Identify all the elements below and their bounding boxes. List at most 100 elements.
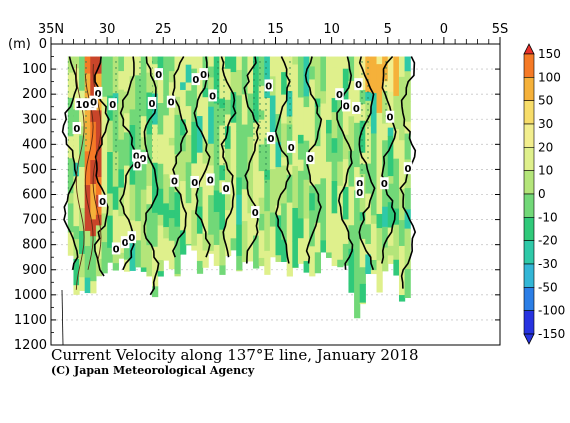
velocity-cell	[376, 228, 383, 262]
velocity-cell	[73, 162, 80, 177]
velocity-cell	[185, 162, 192, 172]
velocity-cell	[79, 135, 86, 168]
velocity-cell	[191, 245, 198, 251]
velocity-cell	[140, 137, 148, 151]
velocity-cell	[196, 152, 204, 188]
velocity-cell	[398, 189, 406, 221]
velocity-cell	[359, 302, 366, 305]
velocity-cell	[269, 95, 277, 136]
velocity-cell	[236, 131, 243, 168]
velocity-cell	[135, 179, 142, 222]
velocity-cell	[376, 64, 383, 79]
velocity-cell	[281, 56, 288, 73]
contour-label: 0	[166, 95, 176, 109]
velocity-cell	[258, 213, 265, 232]
velocity-cell	[398, 245, 406, 283]
velocity-cell	[202, 163, 209, 185]
velocity-cell	[326, 252, 333, 258]
velocity-cell	[354, 292, 361, 319]
contour-label-bg	[98, 194, 107, 207]
velocity-cell	[320, 178, 327, 220]
velocity-cell	[382, 140, 389, 178]
velocity-cell	[129, 56, 136, 77]
stipple-region	[286, 56, 293, 131]
velocity-cell	[376, 78, 383, 114]
velocity-cell	[73, 199, 80, 227]
velocity-cell	[185, 90, 192, 107]
velocity-cell	[326, 207, 333, 245]
velocity-cell	[123, 132, 131, 143]
velocity-cell	[382, 247, 389, 271]
velocity-cell	[320, 56, 327, 92]
velocity-cell	[348, 225, 355, 250]
velocity-cell	[196, 233, 204, 262]
velocity-cell	[236, 69, 243, 96]
velocity-cell	[253, 235, 260, 269]
contour-label: 0	[286, 140, 296, 154]
velocity-cell	[354, 158, 361, 168]
velocity-cell	[241, 258, 249, 263]
velocity-cell	[337, 97, 344, 131]
x-tick-label: 15	[267, 22, 284, 37]
velocity-cell	[84, 246, 91, 279]
velocity-cell	[398, 119, 406, 141]
velocity-cell	[202, 139, 209, 165]
contour-label-text: 0	[95, 89, 102, 100]
velocity-cell	[73, 258, 80, 270]
velocity-cell	[168, 218, 176, 242]
contour-label-text: 0	[133, 152, 140, 163]
velocity-cell	[393, 208, 400, 226]
contour-label: 0	[266, 132, 276, 145]
colorbar-label: -150	[538, 327, 565, 341]
zero-contour	[358, 56, 376, 271]
velocity-cell	[118, 56, 125, 72]
velocity-cell	[73, 109, 80, 133]
x-tick-label: 5S	[492, 22, 509, 37]
velocity-cell	[365, 254, 372, 275]
velocity-cell	[224, 227, 232, 241]
velocity-cell	[196, 206, 204, 235]
stipple-region	[213, 56, 220, 168]
velocity-cell	[269, 169, 277, 183]
velocity-cell	[241, 112, 249, 126]
velocity-cell	[163, 115, 170, 140]
contour-label-text: 0	[168, 98, 175, 109]
x-tick-label: 20	[211, 22, 228, 37]
velocity-cell	[180, 135, 187, 152]
velocity-cell	[404, 133, 411, 161]
velocity-cell	[314, 106, 321, 147]
velocity-cell	[292, 207, 299, 242]
velocity-cell	[224, 99, 232, 116]
contour-label-bg	[206, 173, 215, 186]
stipple-region	[359, 56, 366, 185]
velocity-cell	[275, 85, 282, 115]
velocity-cell	[180, 151, 187, 182]
velocity-cell	[348, 116, 355, 152]
velocity-cell	[354, 190, 361, 234]
y-tick-label: 1200	[14, 338, 47, 353]
velocity-cell	[73, 56, 80, 69]
velocity-cell	[292, 96, 299, 136]
velocity-cell	[342, 186, 350, 220]
contour-label: 0	[127, 231, 137, 244]
contour-label-text: 0	[128, 233, 135, 244]
contour-label-text: 0	[353, 104, 360, 115]
velocity-cell	[247, 213, 254, 244]
contour-label-text: 0	[113, 244, 120, 255]
contour-label: 0	[89, 95, 98, 109]
contour-label-bg	[251, 206, 260, 219]
velocity-cell	[281, 123, 288, 158]
velocity-cell	[79, 253, 86, 278]
velocity-cell	[269, 142, 277, 170]
velocity-cell	[95, 110, 103, 124]
velocity-cell	[297, 184, 305, 219]
velocity-cell	[314, 252, 321, 274]
velocity-cell	[376, 213, 383, 229]
velocity-cell	[348, 150, 355, 188]
velocity-cell	[370, 93, 378, 135]
velocity-cell	[303, 179, 310, 220]
velocity-cell	[168, 145, 176, 179]
velocity-cell	[398, 220, 406, 247]
velocity-cell	[393, 236, 400, 261]
